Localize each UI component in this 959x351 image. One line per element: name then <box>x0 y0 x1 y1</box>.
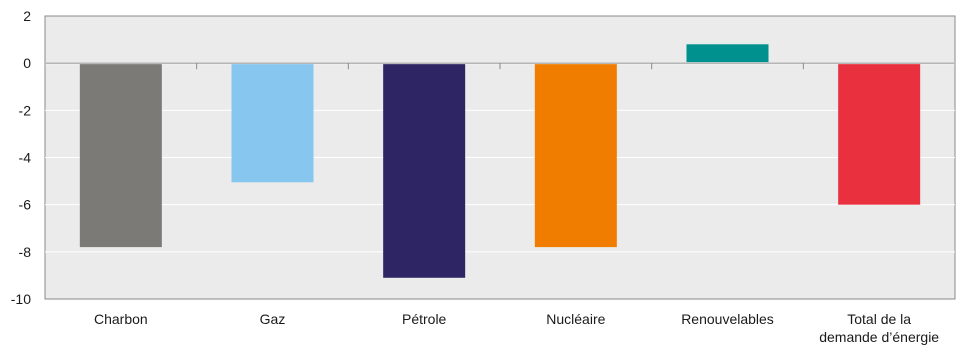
category-label: Gaz <box>260 311 286 327</box>
bar-4 <box>534 63 617 248</box>
bar-1 <box>79 63 162 248</box>
bars <box>79 44 921 278</box>
x-axis-labels: Charbon Gaz Pétrole Nucléaire Renouvelables T… <box>94 311 939 345</box>
y-tick-label: -10 <box>11 291 31 307</box>
category-label: Pétrole <box>402 311 447 327</box>
bar-2 <box>231 63 314 183</box>
y-tick-label: -6 <box>19 197 32 213</box>
grid-lines <box>45 109 955 253</box>
y-tick-label: -4 <box>19 150 32 166</box>
category-label: Renouvelables <box>681 311 774 327</box>
category-label: Total de la demande d’énergie <box>819 311 939 345</box>
y-tick-label: 2 <box>23 8 31 24</box>
bar-6 <box>838 63 921 205</box>
category-label: Nucléaire <box>546 311 605 327</box>
y-tick-label: -8 <box>19 244 32 260</box>
y-tick-label: -2 <box>19 102 32 118</box>
category-label: Charbon <box>94 311 148 327</box>
y-tick-label: 0 <box>23 55 31 71</box>
zero-axis <box>45 62 955 70</box>
bar-3 <box>383 63 466 278</box>
y-axis-ticks: 2 0 -2 -4 -6 -8 -10 <box>11 8 31 307</box>
bar-5 <box>686 44 769 64</box>
